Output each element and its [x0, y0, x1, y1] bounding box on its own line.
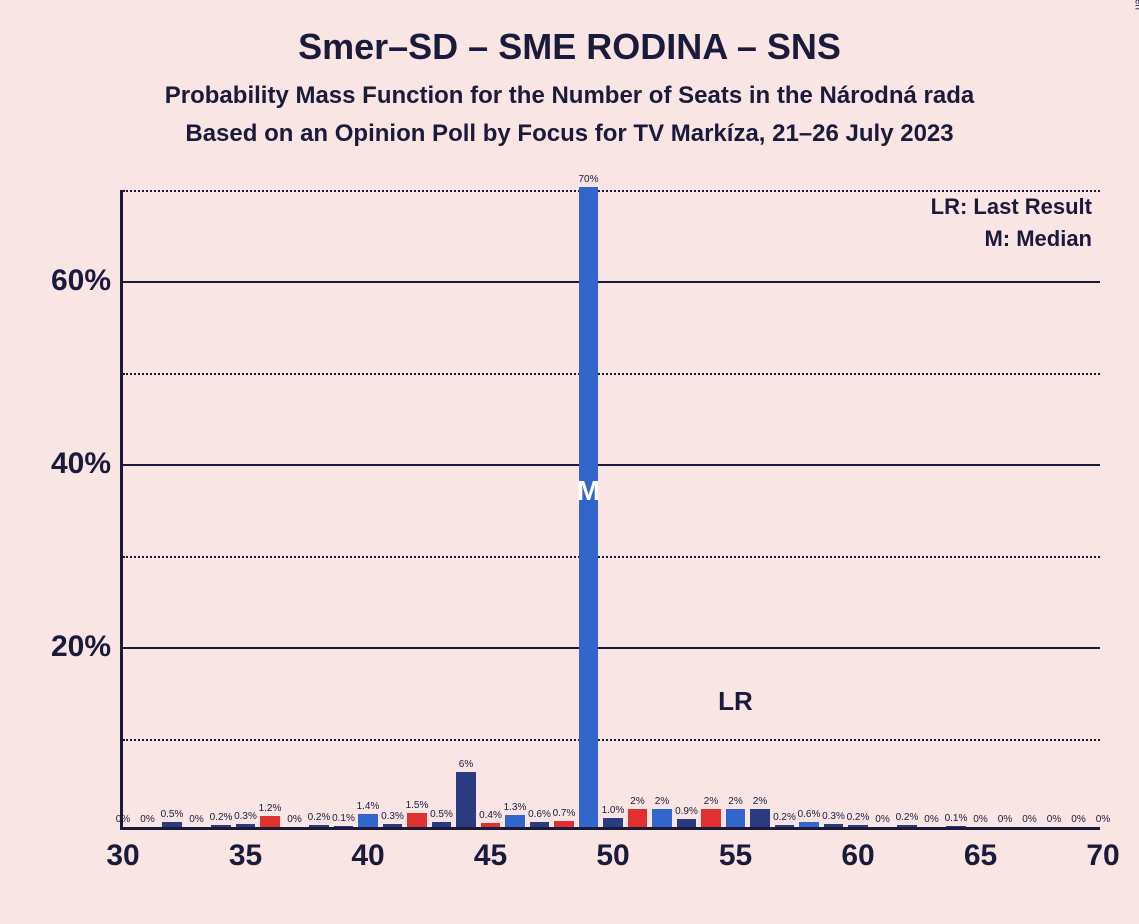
bar: 0.7%: [554, 821, 573, 827]
bar: 2%: [652, 809, 671, 827]
chart-container: Smer–SD – SME RODINA – SNS Probability M…: [0, 0, 1139, 924]
bar: 2%: [628, 809, 647, 827]
bar-value-label: 0.2%: [308, 812, 331, 825]
bar: 0.1%: [946, 826, 965, 827]
bar: 0.3%: [383, 824, 402, 827]
bar-value-label: 0.3%: [381, 811, 404, 824]
x-axis-tick-label: 55: [719, 827, 752, 873]
x-axis-tick-label: 40: [351, 827, 384, 873]
bar-value-label: 0%: [1047, 814, 1061, 827]
bar: 0.4%: [481, 823, 500, 827]
bar-value-label: 0.5%: [161, 809, 184, 822]
bar: 2%: [726, 809, 745, 827]
bar-value-label: 0%: [875, 814, 889, 827]
bar-value-label: 0%: [140, 814, 154, 827]
bar-value-label: 0%: [1022, 814, 1036, 827]
bar-value-label: 0.3%: [822, 811, 845, 824]
bar: 1.3%: [505, 815, 524, 827]
bar-value-label: 0.2%: [210, 812, 233, 825]
gridline-minor: [123, 556, 1100, 558]
gridline-minor: [123, 190, 1100, 192]
bar-value-label: 6%: [459, 759, 473, 772]
bar: 0.5%: [162, 822, 181, 827]
chart-subtitle-2: Based on an Opinion Poll by Focus for TV…: [0, 110, 1139, 148]
bar: 0.2%: [309, 825, 328, 827]
bar-value-label: 0.1%: [332, 813, 355, 826]
gridline-major: [123, 281, 1100, 283]
gridline-minor: [123, 739, 1100, 741]
bar-value-label: 1.0%: [602, 805, 625, 818]
chart-subtitle-1: Probability Mass Function for the Number…: [0, 68, 1139, 110]
bar: 0.2%: [211, 825, 230, 827]
bar-value-label: 1.3%: [504, 802, 527, 815]
bar-value-label: 0.3%: [234, 811, 257, 824]
bar-value-label: 0.7%: [553, 808, 576, 821]
bar-value-label: 0%: [1071, 814, 1085, 827]
gridline-minor: [123, 373, 1100, 375]
bar: 0.2%: [848, 825, 867, 827]
bar-value-label: 0.6%: [798, 809, 821, 822]
bar-value-label: 0%: [287, 814, 301, 827]
bar-value-label: 0%: [973, 814, 987, 827]
bar-value-label: 2%: [753, 796, 767, 809]
bar: 1.5%: [407, 813, 426, 827]
bar: 1.0%: [603, 818, 622, 827]
bar-value-label: 0%: [998, 814, 1012, 827]
legend-median: M: Median: [984, 226, 1092, 252]
bar-value-label: 0.2%: [773, 812, 796, 825]
x-axis-tick-label: 45: [474, 827, 507, 873]
bar: 0.3%: [236, 824, 255, 827]
x-axis-tick-label: 60: [841, 827, 874, 873]
y-axis-tick-label: 40%: [51, 447, 123, 481]
bar: 0.2%: [897, 825, 916, 827]
bar-value-label: 1.2%: [259, 803, 282, 816]
x-axis-tick-label: 30: [106, 827, 139, 873]
bar-value-label: 0.2%: [896, 812, 919, 825]
bar: 0.3%: [824, 824, 843, 827]
bar: 70%: [579, 187, 598, 827]
bar: 2%: [701, 809, 720, 827]
x-axis-tick-label: 35: [229, 827, 262, 873]
bar: 2%: [750, 809, 769, 827]
gridline-major: [123, 464, 1100, 466]
bar-value-label: 1.5%: [406, 800, 429, 813]
bar-value-label: 2%: [728, 796, 742, 809]
bar: 0.2%: [775, 825, 794, 827]
bar-value-label: 0%: [924, 814, 938, 827]
y-axis-tick-label: 20%: [51, 630, 123, 664]
bar-value-label: 0.1%: [945, 813, 968, 826]
chart-title: Smer–SD – SME RODINA – SNS: [0, 0, 1139, 68]
bar-value-label: 0%: [189, 814, 203, 827]
plot-area: 20%40%60%3035404550556065700%0%0.5%0%0.2…: [120, 190, 1100, 830]
last-result-marker: LR: [718, 686, 753, 717]
bar-value-label: 2%: [630, 796, 644, 809]
x-axis-tick-label: 65: [964, 827, 997, 873]
x-axis-tick-label: 50: [596, 827, 629, 873]
bar-value-label: 0.5%: [430, 809, 453, 822]
bar: 1.4%: [358, 814, 377, 827]
bar-value-label: 0%: [116, 814, 130, 827]
bar-value-label: 0%: [1096, 814, 1110, 827]
copyright-text: © 2023 Filip van Laenen: [1133, 0, 1139, 10]
bar: 0.6%: [530, 822, 549, 827]
bar-value-label: 0.6%: [528, 809, 551, 822]
bar-value-label: 0.4%: [479, 810, 502, 823]
bar-value-label: 0.9%: [675, 806, 698, 819]
x-axis-tick-label: 70: [1086, 827, 1119, 873]
bar: 0.1%: [334, 826, 353, 827]
bar-value-label: 2%: [655, 796, 669, 809]
bar-value-label: 70%: [578, 174, 598, 187]
bar: 1.2%: [260, 816, 279, 827]
bar: 0.6%: [799, 822, 818, 827]
bar: 0.9%: [677, 819, 696, 827]
legend-lr: LR: Last Result: [931, 194, 1092, 220]
bar-value-label: 0.2%: [847, 812, 870, 825]
bar-value-label: 1.4%: [357, 801, 380, 814]
bar: 0.5%: [432, 822, 451, 827]
gridline-major: [123, 647, 1100, 649]
y-axis-tick-label: 60%: [51, 264, 123, 298]
bar: 6%: [456, 772, 475, 827]
bar-value-label: 2%: [704, 796, 718, 809]
